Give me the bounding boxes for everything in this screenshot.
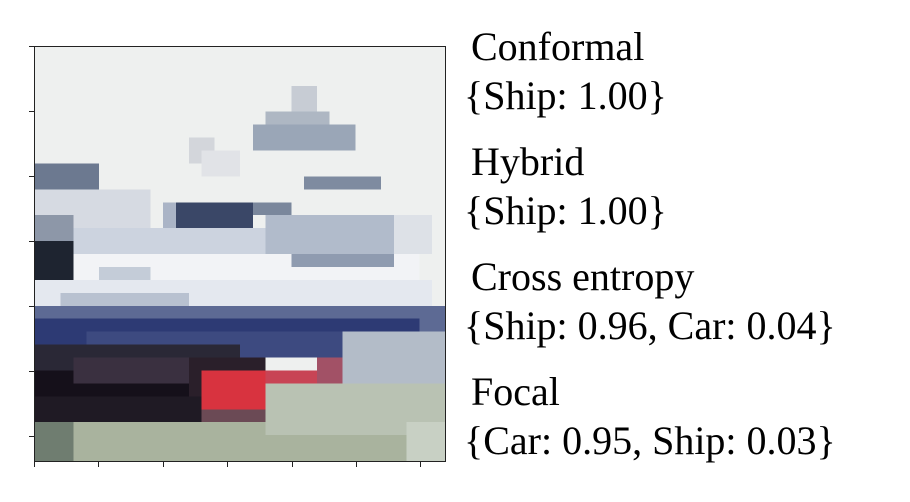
x-tick [420, 462, 421, 467]
method-entry-conformal: Conformal {Ship: 1.00} [464, 22, 904, 120]
x-tick [34, 462, 35, 467]
method-name: Cross entropy [471, 254, 695, 299]
method-name: Hybrid [471, 139, 585, 184]
method-entry-hybrid: Hybrid {Ship: 1.00} [464, 137, 904, 235]
x-tick [163, 462, 164, 467]
ship-pixel-art [35, 47, 445, 461]
x-tick [356, 462, 357, 467]
method-entry-focal: Focal {Car: 0.95, Ship: 0.03} [464, 367, 904, 465]
prediction-set: {Car: 0.95, Ship: 0.03} [464, 418, 836, 463]
prediction-set: {Ship: 0.96, Car: 0.04} [464, 303, 836, 348]
prediction-set: {Ship: 1.00} [464, 188, 667, 233]
ship-image [34, 46, 446, 462]
method-name: Conformal [471, 24, 645, 69]
x-tick [227, 462, 228, 467]
x-tick [98, 462, 99, 467]
x-tick [292, 462, 293, 467]
method-name: Focal [471, 369, 560, 414]
method-entry-cross-entropy: Cross entropy {Ship: 0.96, Car: 0.04} [464, 252, 904, 350]
method-predictions: Conformal {Ship: 1.00} Hybrid {Ship: 1.0… [464, 22, 904, 465]
prediction-set: {Ship: 1.00} [464, 73, 667, 118]
